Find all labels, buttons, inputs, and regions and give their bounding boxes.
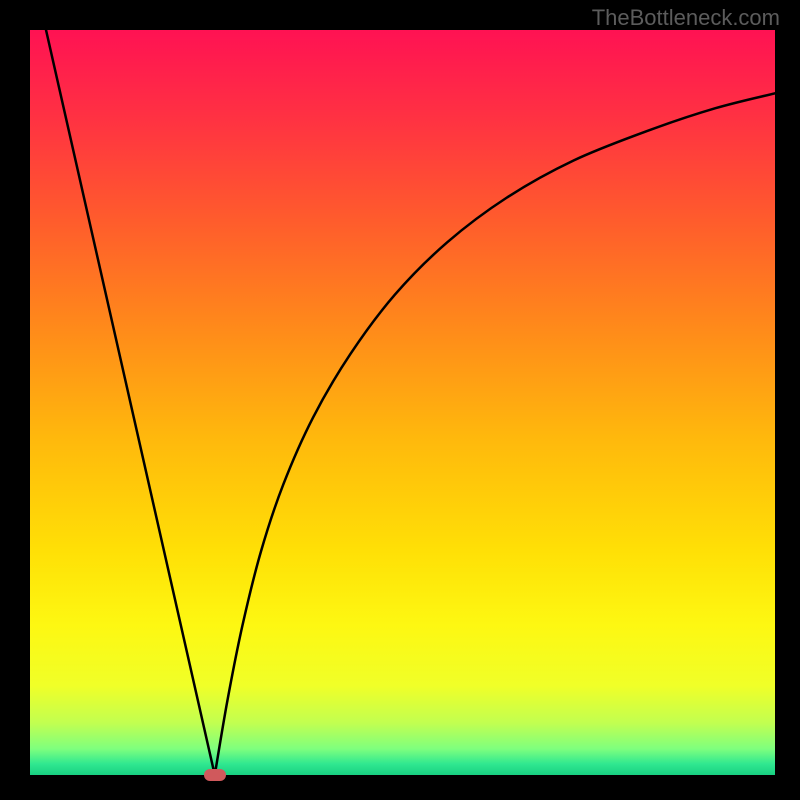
minimum-point-marker [204, 769, 226, 781]
chart-plot-area [30, 30, 775, 775]
watermark-text: TheBottleneck.com [592, 5, 780, 31]
chart-curve [30, 30, 775, 775]
